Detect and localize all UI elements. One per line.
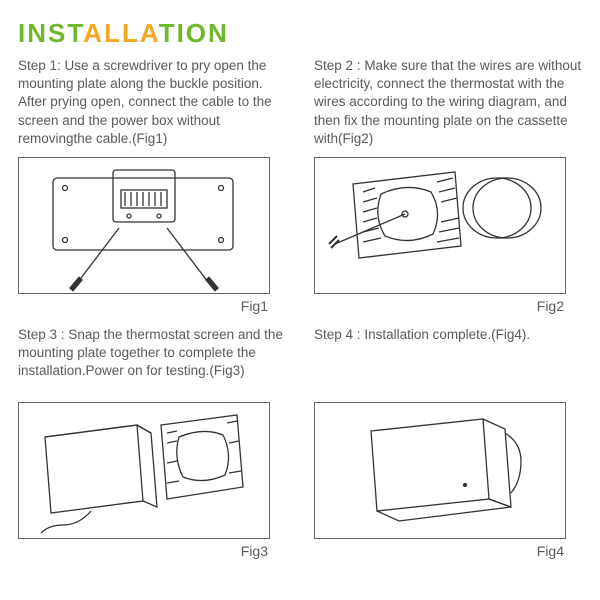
fig2-box bbox=[314, 157, 566, 294]
step1-text: Step 1: Use a screwdriver to pry open th… bbox=[18, 57, 286, 151]
step4-label: Step 4 : bbox=[314, 327, 361, 342]
steps-grid: Step 1: Use a screwdriver to pry open th… bbox=[18, 57, 582, 565]
fig4-diagram bbox=[315, 403, 565, 538]
fig3-box bbox=[18, 402, 270, 539]
fig3-container: Fig3 bbox=[18, 402, 286, 565]
step3-text: Step 3 : Snap the thermostat screen and … bbox=[18, 326, 286, 396]
fig4-label: Fig4 bbox=[314, 543, 564, 559]
fig4-box bbox=[314, 402, 566, 539]
fig3-diagram bbox=[19, 403, 269, 538]
fig2-container: Fig2 bbox=[314, 157, 582, 320]
step1-label: Step 1: bbox=[18, 58, 61, 73]
installation-title: INSTALLATION bbox=[18, 18, 582, 49]
fig1-diagram bbox=[19, 158, 269, 293]
fig4-container: Fig4 bbox=[314, 402, 582, 565]
fig1-label: Fig1 bbox=[18, 298, 268, 314]
step4-body: Installation complete.(Fig4). bbox=[364, 327, 530, 342]
fig2-diagram bbox=[315, 158, 565, 293]
step3-label: Step 3 : bbox=[18, 327, 65, 342]
fig1-box bbox=[18, 157, 270, 294]
title-part-1: INST bbox=[18, 18, 83, 48]
title-part-2: ALLA bbox=[83, 18, 158, 48]
step2-text: Step 2 : Make sure that the wires are wi… bbox=[314, 57, 582, 151]
title-part-3: TION bbox=[159, 18, 229, 48]
step4-text: Step 4 : Installation complete.(Fig4). bbox=[314, 326, 582, 396]
fig1-container: Fig1 bbox=[18, 157, 286, 320]
step2-label: Step 2 : bbox=[314, 58, 361, 73]
fig2-label: Fig2 bbox=[314, 298, 564, 314]
fig3-label: Fig3 bbox=[18, 543, 268, 559]
